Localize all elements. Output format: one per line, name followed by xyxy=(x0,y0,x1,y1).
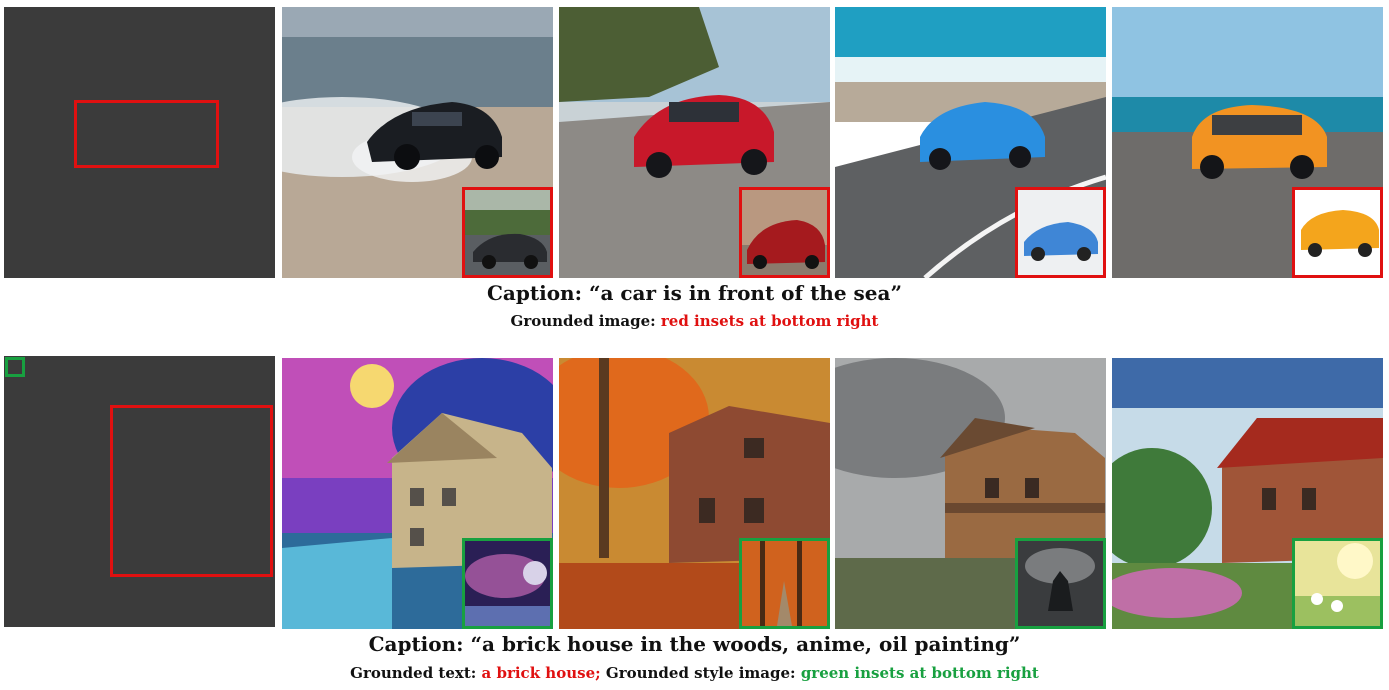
generated-image-house-4 xyxy=(1112,358,1383,629)
generated-image-car-1 xyxy=(282,7,553,278)
caption-label: Caption: xyxy=(368,632,464,656)
style-image-inset xyxy=(1292,538,1383,629)
caption-row2: Caption: “a brick house in the woods, an… xyxy=(0,632,1389,656)
layout-box-house xyxy=(4,356,275,627)
style-image-inset xyxy=(1015,538,1106,629)
grounded-style-value: green insets at bottom right xyxy=(800,664,1039,682)
car-bbox xyxy=(74,100,219,168)
style-bbox xyxy=(5,357,25,377)
grounded-image-value: red insets at bottom right xyxy=(660,312,879,330)
generated-image-house-3 xyxy=(835,358,1106,629)
generated-image-car-3 xyxy=(835,7,1106,278)
grounding-note-row1: Grounded image: red insets at bottom rig… xyxy=(0,312,1389,330)
house-bbox xyxy=(110,405,273,577)
generated-image-house-1 xyxy=(282,358,553,629)
grounding-image-inset xyxy=(462,187,553,278)
generated-image-car-4 xyxy=(1112,7,1383,278)
generated-image-car-2 xyxy=(559,7,830,278)
grounding-image-inset xyxy=(1292,187,1383,278)
caption-text: “a car is in front of the sea” xyxy=(588,281,902,305)
grounding-image-inset xyxy=(1015,187,1106,278)
grounding-image-inset xyxy=(739,187,830,278)
grounding-note-row2: Grounded text: a brick house; Grounded s… xyxy=(0,664,1389,682)
style-image-inset xyxy=(739,538,830,629)
style-image-inset xyxy=(462,538,553,629)
generated-image-house-2 xyxy=(559,358,830,629)
layout-box-car xyxy=(4,7,275,278)
caption-text: “a brick house in the woods, anime, oil … xyxy=(470,632,1021,656)
grounded-style-label: Grounded style image: xyxy=(605,664,796,682)
grounded-text-value: a brick house; xyxy=(481,664,601,682)
grounded-text-label: Grounded text: xyxy=(350,664,477,682)
grounded-image-label: Grounded image: xyxy=(510,312,656,330)
caption-label: Caption: xyxy=(487,281,582,305)
caption-row1: Caption: “a car is in front of the sea” xyxy=(0,281,1389,305)
